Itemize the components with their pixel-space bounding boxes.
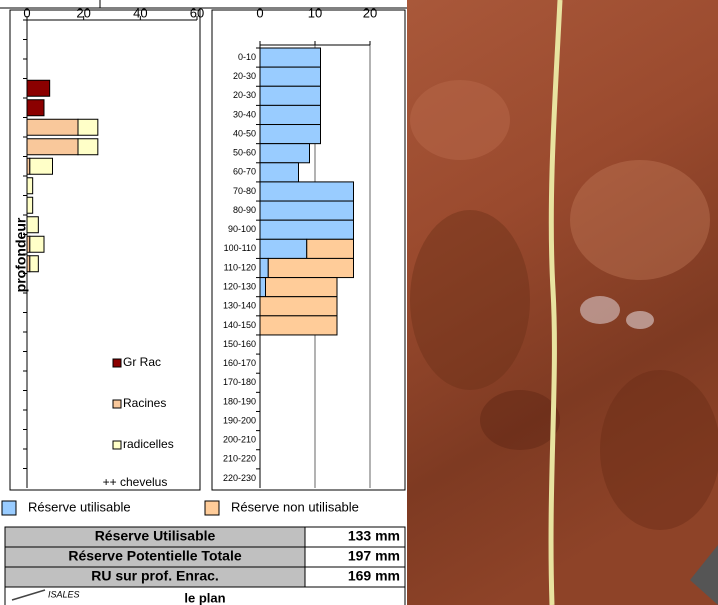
- y-tick-label: 180-190: [223, 396, 256, 406]
- top-rule: [0, 0, 407, 9]
- bar: [77, 118, 99, 136]
- x-tick-label: 60: [190, 5, 204, 20]
- legend-label: Gr Rac: [123, 355, 161, 369]
- bar: [26, 99, 45, 117]
- table-cell: 197 mm: [348, 548, 400, 564]
- x-tick-label: 0: [256, 5, 263, 20]
- bar: [259, 162, 299, 183]
- bar: [306, 238, 354, 259]
- bar: [259, 85, 321, 106]
- y-tick-label: 90-100: [228, 224, 256, 234]
- legend-swatch: [112, 399, 122, 409]
- table-cell: 169 mm: [348, 568, 400, 584]
- bar: [259, 238, 308, 259]
- legend-label: Réserve non utilisable: [231, 499, 359, 514]
- y-tick-label: 100-110: [224, 243, 256, 253]
- x-tick-label: 10: [308, 5, 322, 20]
- summary-table: Réserve Utilisable 133 mm Réserve Potent…: [4, 526, 406, 588]
- bar: [259, 219, 354, 240]
- y-tick-label: 200-210: [223, 435, 256, 445]
- bar: [259, 181, 354, 202]
- bar: [26, 177, 34, 195]
- soil-photo: [407, 0, 718, 605]
- annotation: ++ chevelus: [103, 475, 168, 489]
- legend-swatch: [204, 500, 220, 516]
- y-tick-label: 160-170: [223, 358, 256, 368]
- x-tick-label: 0: [23, 5, 30, 20]
- y-tick-label: 190-200: [223, 415, 256, 425]
- bar: [29, 235, 45, 253]
- bar: [77, 138, 99, 156]
- bar: [265, 277, 338, 298]
- bar: [26, 118, 79, 136]
- bar: [259, 66, 321, 87]
- legend-label: Réserve utilisable: [28, 499, 131, 514]
- bar: [259, 143, 310, 164]
- y-tick-label: 140-150: [223, 320, 256, 330]
- y-tick-label: 20-30: [233, 90, 256, 100]
- y-tick-label: 60-70: [233, 167, 256, 177]
- bar: [259, 200, 354, 221]
- y-tick-label: 220-230: [223, 473, 256, 483]
- table-cell: RU sur prof. Enrac.: [91, 568, 219, 584]
- bar: [259, 104, 321, 126]
- y-tick-label: 40-50: [233, 128, 256, 138]
- bar: [259, 47, 321, 68]
- bar: [259, 296, 338, 317]
- footer: ISALES le plan: [4, 587, 406, 605]
- bar: [26, 138, 79, 156]
- bar: [259, 277, 266, 298]
- bar: [29, 157, 53, 175]
- bar: [26, 196, 34, 214]
- y-tick-label: 50-60: [233, 148, 256, 158]
- y-tick-label: 170-180: [223, 377, 256, 387]
- y-tick-label: 0-10: [238, 52, 256, 62]
- y-tick-label: 120-130: [223, 282, 256, 292]
- bar: [259, 124, 321, 145]
- bar: [29, 255, 39, 273]
- logo: ISALES: [48, 589, 80, 599]
- legend-swatch: [1, 500, 17, 516]
- table-cell: Réserve Potentielle Totale: [68, 548, 241, 564]
- legend-swatch: [112, 440, 122, 450]
- table-cell: Réserve Utilisable: [95, 528, 216, 544]
- y-tick-label: 80-90: [233, 205, 256, 215]
- bar: [267, 257, 354, 279]
- y-tick-label: 150-160: [223, 339, 256, 349]
- y-tick-label: 130-140: [223, 301, 256, 311]
- bar: [259, 257, 269, 279]
- legend-swatch: [112, 358, 122, 368]
- bar: [26, 216, 39, 234]
- legend-label: Racines: [123, 396, 166, 410]
- x-tick-label: 40: [133, 5, 147, 20]
- y-tick-label: 30-40: [233, 109, 256, 119]
- x-tick-label: 20: [76, 5, 90, 20]
- y-tick-label: 70-80: [233, 186, 256, 196]
- bar: [26, 79, 51, 97]
- y-tick-label: 20-30: [233, 71, 256, 81]
- bar: [259, 315, 338, 336]
- legend-label: radicelles: [123, 437, 174, 451]
- table-cell: 133 mm: [348, 528, 400, 544]
- y-axis-label: profondeur: [13, 217, 29, 292]
- x-tick-label: 20: [363, 5, 377, 20]
- y-tick-label: 110-120: [224, 262, 256, 272]
- footer-text: le plan: [184, 590, 225, 605]
- y-tick-label: 210-220: [223, 454, 256, 464]
